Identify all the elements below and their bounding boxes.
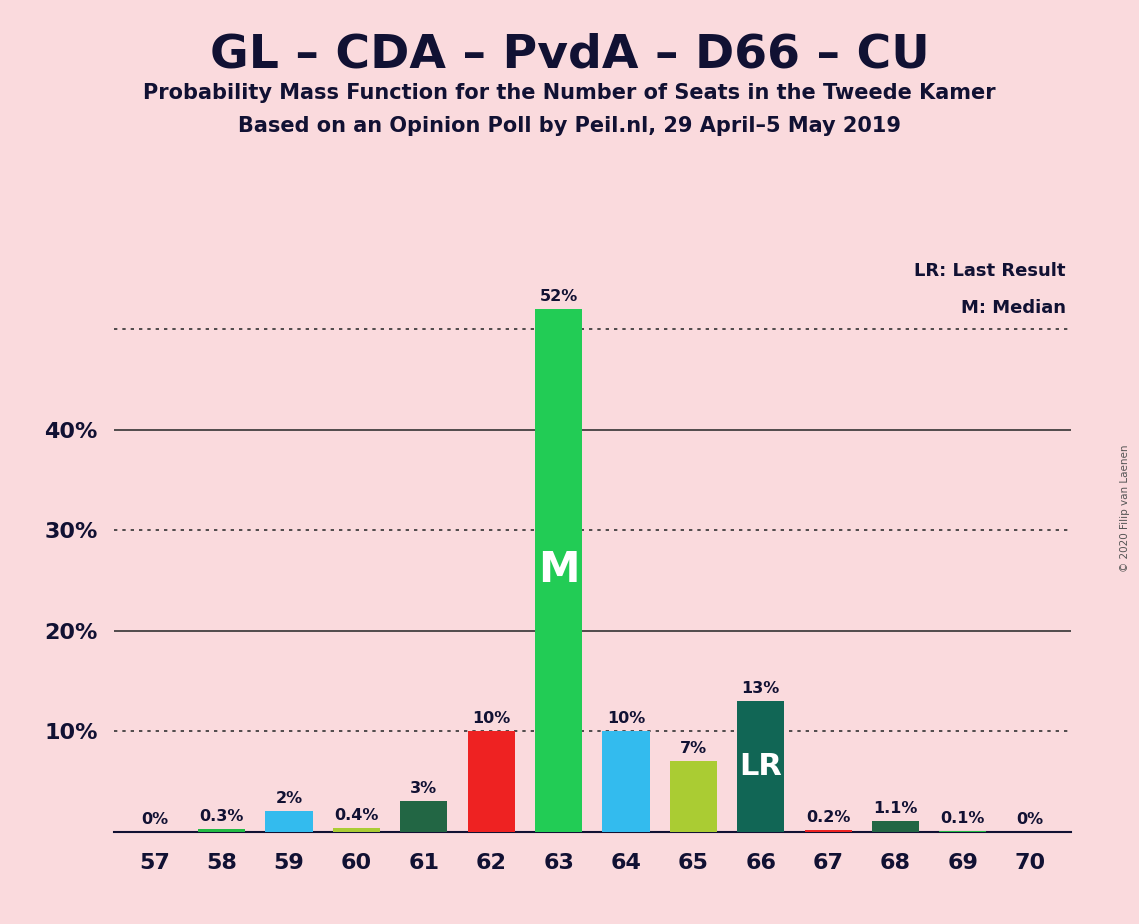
Text: 13%: 13% <box>741 681 780 696</box>
Text: M: Median: M: Median <box>961 298 1066 317</box>
Bar <box>468 731 515 832</box>
Text: 7%: 7% <box>680 741 707 756</box>
Bar <box>535 309 582 832</box>
Bar <box>737 701 785 832</box>
Bar <box>265 811 313 832</box>
Text: 0.4%: 0.4% <box>334 808 378 822</box>
Bar <box>333 828 380 832</box>
Text: Based on an Opinion Poll by Peil.nl, 29 April–5 May 2019: Based on an Opinion Poll by Peil.nl, 29 … <box>238 116 901 136</box>
Bar <box>871 821 919 832</box>
Bar <box>400 801 448 832</box>
Bar <box>940 831 986 832</box>
Text: 2%: 2% <box>276 792 303 807</box>
Text: LR: Last Result: LR: Last Result <box>915 261 1066 280</box>
Text: M: M <box>538 549 580 591</box>
Text: 52%: 52% <box>540 289 577 304</box>
Bar <box>670 761 716 832</box>
Bar <box>804 830 852 832</box>
Text: 1.1%: 1.1% <box>874 800 918 816</box>
Text: 3%: 3% <box>410 782 437 796</box>
Text: 10%: 10% <box>472 711 510 726</box>
Text: 0%: 0% <box>1017 811 1043 827</box>
Text: Probability Mass Function for the Number of Seats in the Tweede Kamer: Probability Mass Function for the Number… <box>144 83 995 103</box>
Text: LR: LR <box>739 752 782 781</box>
Text: 0%: 0% <box>141 811 167 827</box>
Bar <box>603 731 649 832</box>
Text: 0.2%: 0.2% <box>806 809 851 824</box>
Text: © 2020 Filip van Laenen: © 2020 Filip van Laenen <box>1121 444 1130 572</box>
Text: 0.1%: 0.1% <box>941 810 985 825</box>
Text: 10%: 10% <box>607 711 645 726</box>
Bar <box>198 829 245 832</box>
Text: 0.3%: 0.3% <box>199 808 244 823</box>
Text: GL – CDA – PvdA – D66 – CU: GL – CDA – PvdA – D66 – CU <box>210 32 929 78</box>
